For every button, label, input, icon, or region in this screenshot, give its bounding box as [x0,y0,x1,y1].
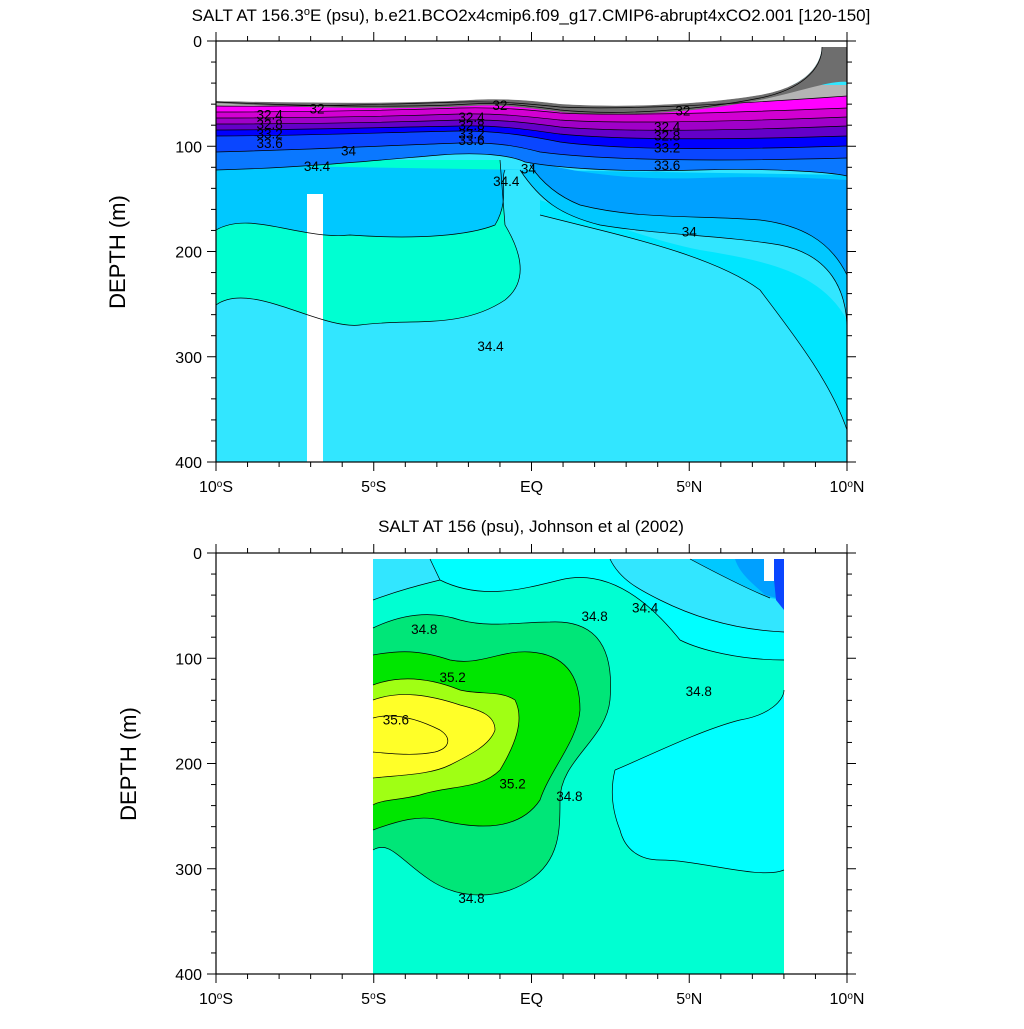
top-x-tick-label: 5oS [361,479,386,497]
top-axis-ticks: 10oS 5oS EQ 5oN 10oN 0 100 200 300 400 [175,32,864,496]
top-missing-bar [307,194,323,462]
top-contour-label: 34.4 [493,174,520,189]
top-fill-32.0 [216,47,847,115]
top-contour-label: 32.8 [256,117,282,132]
top-x-tick-label: 10oS [199,479,233,497]
top-contour-label: 34 [341,143,357,158]
bottom-contour-label: 34.8 [581,609,607,624]
top-contour-lines [216,46,847,431]
top-missing-top [216,41,847,106]
top-contour-label: 34.4 [477,339,504,354]
top-contour-label: 32.4 [256,108,283,123]
bottom-contour-label: 34.8 [686,684,712,699]
top-contour-label: 32.4 [654,119,681,134]
top-contour-label: 33.2 [256,127,282,142]
bottom-y-tick-label: 200 [175,757,202,774]
top-y-tick-label: 0 [193,34,202,51]
top-x-tick-label: 10oN [830,479,865,497]
top-y-tick-label: 100 [175,139,202,156]
top-contour-label: 33.6 [458,133,484,148]
top-contour-label: 32 [492,98,507,113]
top-x-tick-label: 5oN [676,479,702,497]
top-fill-34.2 [540,200,847,430]
top-y-tick-label: 200 [175,245,202,262]
bottom-fill-34.6 [373,559,784,632]
top-y-tick-label: 400 [175,455,202,472]
bottom-y-tick-label: 100 [175,651,202,668]
top-contour-label: 32 [675,103,690,118]
bottom-panel: SALT AT 156 (psu), Johnson et al (2002) [116,517,864,1008]
bottom-fill-34.8 [430,559,784,873]
top-contour-label: 32.8 [654,129,680,144]
bottom-chart-title: SALT AT 156 (psu), Johnson et al (2002) [378,517,684,536]
top-chart-title: SALT AT 156.3oE (psu), b.e21.BCO2x4cmip6… [192,6,871,25]
top-panel: SALT AT 156.3oE (psu), b.e21.BCO2x4cmip6… [105,6,870,496]
bottom-missing-notch [764,559,774,581]
bottom-contour-label: 35.2 [499,776,525,791]
bottom-x-tick-label: 5oN [676,991,702,1009]
top-contour-label: 32.8 [458,118,484,133]
top-y-axis-label: DEPTH (m) [105,195,130,309]
bottom-contour-lines [372,558,785,896]
bottom-contour-label: 35.2 [439,670,465,685]
top-contour-label: 32.4 [458,110,485,125]
top-contour-label: 33.2 [654,140,680,155]
top-contour-label: 33.6 [256,136,282,151]
bottom-contour-label: 34.8 [556,789,582,804]
top-contour-label: 34.4 [304,159,331,174]
bottom-y-tick-label: 300 [175,862,202,879]
top-contour-fill [216,41,847,462]
bottom-contour-fill [216,553,847,974]
top-contour-label: 34 [682,225,698,240]
bottom-contour-label: 34.4 [632,601,659,616]
bottom-x-tick-label: 5oS [361,991,386,1009]
top-contour-label: 32 [309,101,324,116]
bottom-contour-label: 34.8 [458,891,484,906]
bottom-axis-ticks: 10oS 5oS EQ 5oN 10oN 0 100 200 300 400 [175,544,864,1008]
top-y-tick-label: 300 [175,350,202,367]
bottom-y-tick-label: 400 [175,967,202,984]
bottom-y-tick-label: 0 [193,546,202,563]
top-contour-label: 33.6 [654,158,680,173]
bottom-y-axis-label: DEPTH (m) [116,707,141,821]
bottom-fill-36.0 [373,715,448,755]
top-x-tick-label: EQ [520,479,543,496]
top-contour-labels: 32 32 3232.432.833.233.632.432.833.233.632… [256,98,697,354]
top-contour-label: 33.2 [458,127,484,142]
bottom-contour-label: 34.8 [411,622,437,637]
top-fill-33.8 [530,160,847,275]
bottom-x-tick-label: 10oN [830,991,865,1009]
bottom-contour-label: 35.6 [383,712,409,727]
bottom-contour-labels: 34.8 35.2 35.6 34.8 34.4 34.8 35.2 34.8 34.8 [383,601,712,906]
top-contour-label: 34 [521,161,537,176]
bottom-x-tick-label: EQ [520,991,543,1008]
bottom-fill-34.0 [772,559,784,610]
bottom-x-tick-label: 10oS [199,991,233,1009]
